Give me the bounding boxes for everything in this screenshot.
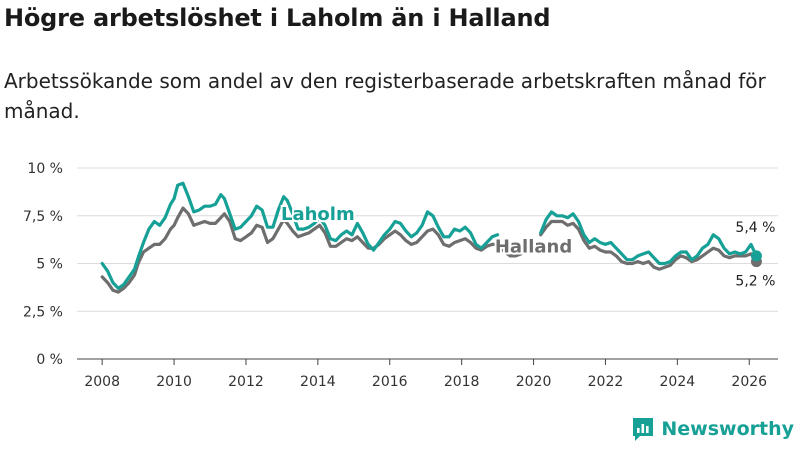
series-line-laholm — [100, 181, 500, 290]
series-line-halland — [100, 206, 523, 294]
x-tick-label: 2008 — [84, 374, 120, 390]
series-layer — [100, 181, 762, 294]
series-annotation-halland: Halland — [495, 236, 572, 257]
end-label-halland: 5,2 % — [735, 274, 775, 290]
grid-layer: 0 % 2,5 % 5 % 7,5 % 10 % 2008 2010 2012 2014 2016… — [23, 161, 778, 390]
x-tick-label: 2020 — [516, 374, 552, 390]
x-tick-label: 2018 — [444, 374, 480, 390]
x-tick-label: 2024 — [660, 374, 696, 390]
y-tick-label: 0 % — [36, 352, 63, 368]
series-line-halland — [539, 219, 758, 271]
y-tick-label: 2,5 % — [23, 304, 63, 320]
end-label-laholm: 5,4 % — [735, 220, 775, 236]
series-annotation-laholm: Laholm — [281, 204, 355, 225]
chart-title: Högre arbetslöshet i Laholm än i Halland — [4, 4, 551, 32]
y-tick-label: 5 % — [36, 257, 63, 273]
newsworthy-logo-text: Newsworthy — [661, 418, 794, 440]
x-tick-label: 2022 — [588, 374, 624, 390]
y-tick-label: 7,5 % — [23, 209, 63, 225]
y-tick-label: 10 % — [27, 161, 63, 177]
x-tick-label: 2026 — [731, 374, 767, 390]
x-tick-label: 2014 — [300, 374, 336, 390]
end-marker-laholm — [750, 250, 762, 262]
x-tick-label: 2016 — [372, 374, 408, 390]
x-tick-label: 2012 — [228, 374, 264, 390]
x-tick-label: 2010 — [156, 374, 192, 390]
label-layer: 5,4 % 5,2 % Laholm Halland — [279, 202, 775, 290]
series-line-laholm — [539, 210, 758, 266]
chart-subtitle: Arbetssökande som andel av den registerb… — [4, 69, 766, 123]
newsworthy-logo: Newsworthy — [631, 416, 794, 442]
newsworthy-logo-icon — [633, 418, 654, 441]
